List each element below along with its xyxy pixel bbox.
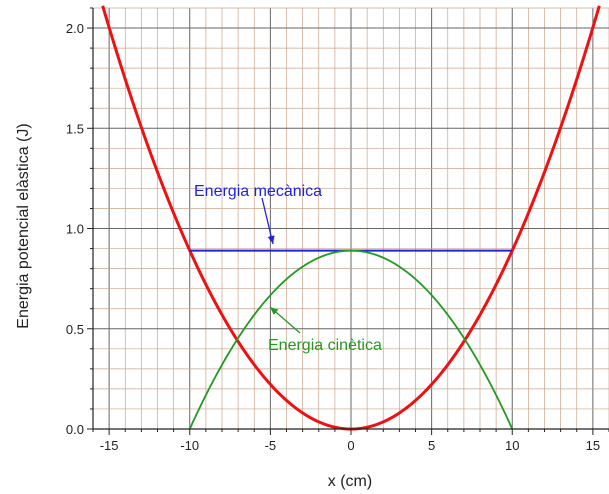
y-tick-label: 1.5 [66,121,84,136]
x-tick-label: -10 [180,438,199,453]
x-tick-label: -15 [100,438,119,453]
grid [92,7,609,430]
x-tick-label: 5 [428,438,435,453]
y-tick-label: 0.0 [66,422,84,437]
annotation-arrowhead-mecanica [267,235,275,244]
y-tick-label: 2.0 [66,21,84,36]
y-axis-label: Energia potencial elàstica (J) [15,123,32,328]
annotation-energia-cinetica: Energia cinètica [268,337,382,354]
annotation-arrowhead-cinetica [270,307,279,315]
series-kinetic-energy [188,249,514,430]
x-tick-label: 0 [347,438,354,453]
x-tick-label: 10 [505,438,519,453]
y-tick-label: 1.0 [66,222,84,237]
axis-ticks: -15 -10 -5 0 5 10 15 0.0 0.5 1.0 1.5 2.0 [66,7,609,453]
annotations: Energia mecànica Energia cinètica [194,183,382,354]
x-tick-label: 15 [586,438,600,453]
x-tick-label: -5 [265,438,277,453]
annotation-energia-mecanica: Energia mecànica [194,183,322,200]
y-tick-label: 0.5 [66,322,84,337]
x-axis-label: x (cm) [328,473,372,490]
